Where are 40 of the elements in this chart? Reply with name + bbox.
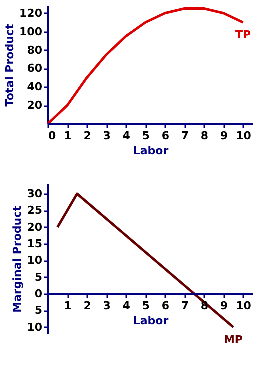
x-tick-label: 0 [48, 130, 56, 142]
y-tick-label: 15 [27, 238, 42, 250]
y-tick-label: 80 [27, 44, 43, 57]
x-tick-label: 3 [103, 130, 111, 142]
y-tick-label: 40 [27, 80, 43, 94]
series-label: TP [235, 28, 252, 42]
x-tick-label: 2 [84, 130, 92, 142]
y-tick-label: 10 [27, 254, 43, 268]
y-tick-label: 0 [34, 288, 43, 300]
y-tick-label: 30 [27, 188, 43, 200]
x-tick-label: 6 [162, 130, 170, 142]
x-tick-label: 7 [181, 130, 189, 142]
x-tick-label: 9 [220, 300, 228, 312]
x-tick-label: 7 [181, 300, 189, 312]
series-label: MP [224, 333, 243, 346]
x-tick-label: 4 [122, 130, 131, 142]
y-axis-title: Marginal Product [11, 206, 24, 313]
x-tick-label: 3 [103, 300, 111, 312]
x-tick-label: 10 [236, 130, 252, 142]
x-tick-label: 9 [220, 130, 228, 142]
x-tick-label: 6 [162, 300, 170, 312]
y-tick-label: 10 [27, 320, 43, 334]
y-tick-label: 5 [34, 270, 42, 284]
y-tick-label: 60 [27, 62, 43, 76]
y-tick-label: 20 [27, 220, 43, 234]
y-tick-label: 120 [20, 6, 43, 20]
x-tick-label: 1 [64, 130, 72, 142]
y-tick-label: 100 [20, 25, 43, 38]
y-tick-label: 25 [27, 204, 42, 218]
x-tick-label: 5 [142, 300, 150, 312]
x-tick-label: 5 [142, 130, 150, 142]
x-tick-label: 2 [84, 300, 92, 312]
x-tick-label: 4 [122, 300, 131, 312]
x-tick-label: 10 [236, 300, 252, 312]
x-axis-title: Labor [133, 314, 170, 328]
y-tick-label: 20 [27, 99, 43, 112]
x-tick-label: 1 [64, 300, 72, 312]
x-axis-title: Labor [133, 144, 170, 158]
y-axis-title: Total Product [4, 24, 17, 107]
x-tick-label: 8 [200, 130, 209, 142]
